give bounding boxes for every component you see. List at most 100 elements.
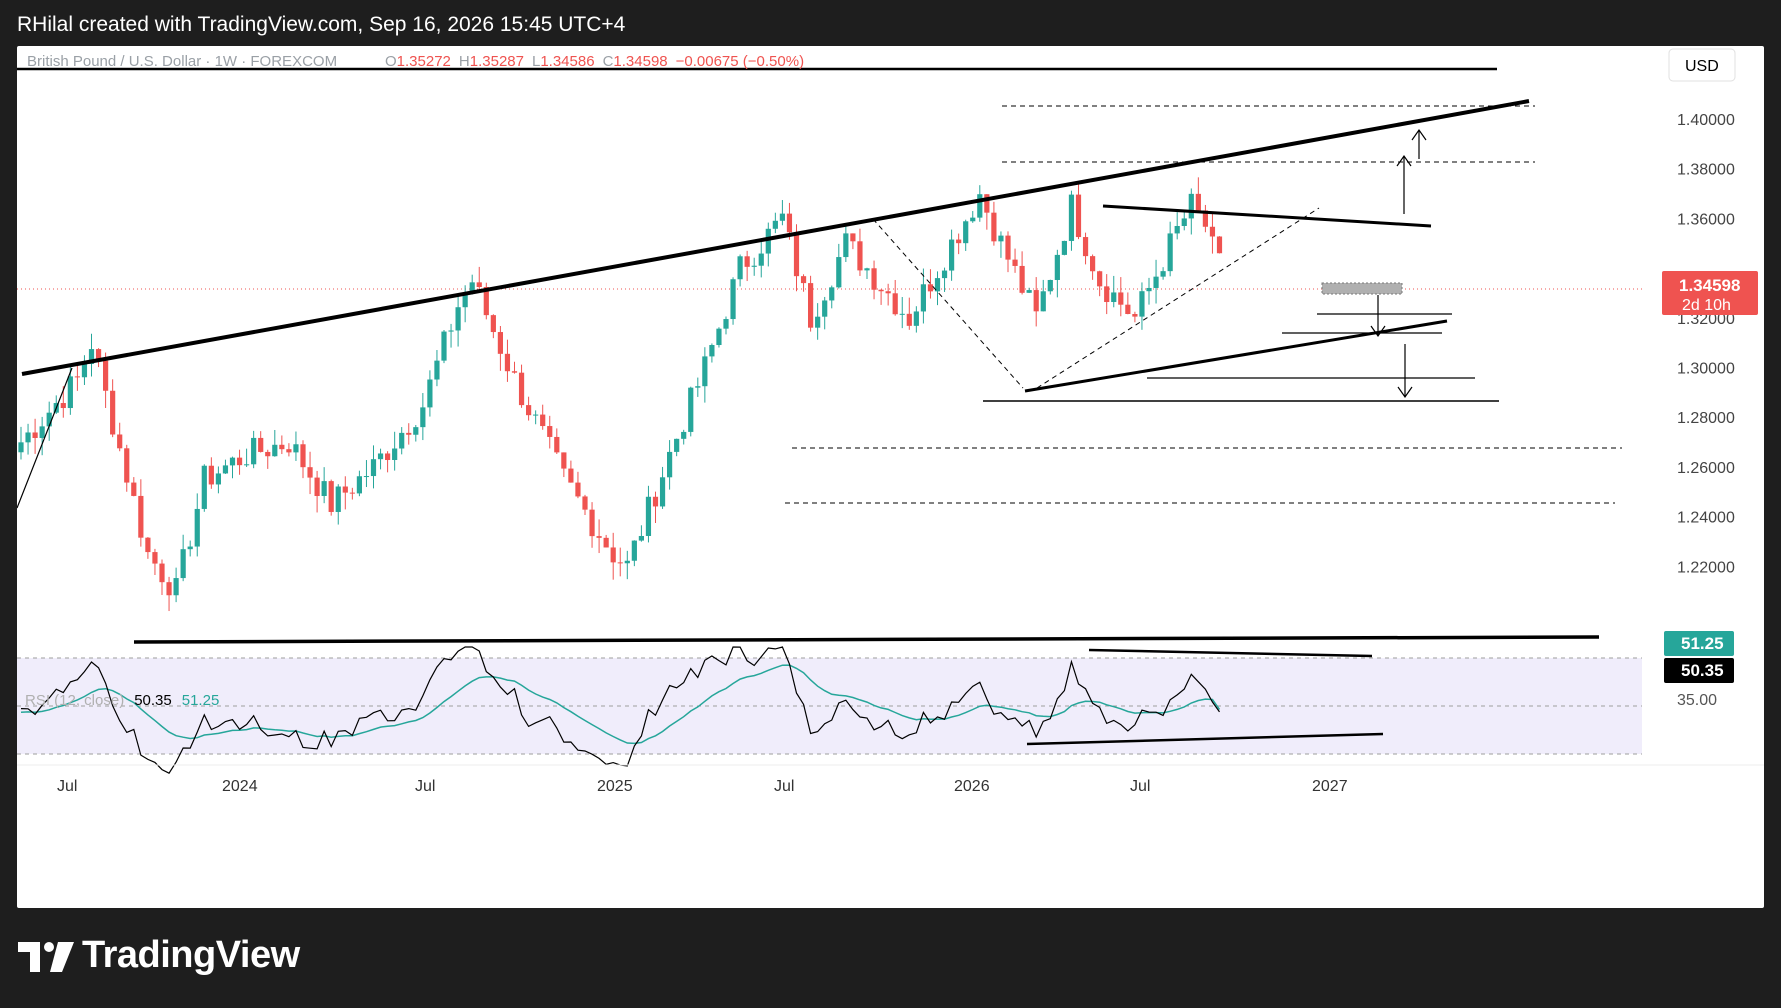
candle-body [490,315,496,333]
candle-body [899,313,905,315]
candle-body [751,265,757,267]
candle-body [1125,304,1131,315]
candle-body [25,432,31,443]
candle-body [279,444,285,450]
rsi-upper-line[interactable] [1088,648,1373,658]
candle-body [1082,237,1089,257]
candle-body [469,282,475,294]
candle-body [462,293,468,308]
candle-body [1209,226,1216,237]
time-tick-label: 2026 [954,778,990,795]
currency-button[interactable] [1668,48,1736,82]
drawings[interactable] [17,67,1622,746]
left-thin-diagonal[interactable] [17,367,73,509]
candle-body [392,448,398,461]
bottom-support-line[interactable] [133,635,1600,644]
candle-body [67,376,73,409]
candle-body [1139,291,1145,317]
rising-trendline[interactable] [21,99,1530,376]
price-tick-label: 1.28000 [1677,410,1735,427]
candle-body [180,549,186,579]
candle-body [1167,233,1173,272]
candle-body [737,256,743,280]
candle-body [117,434,123,449]
legend-close: 1.34598 [613,53,667,70]
candle-body [222,465,229,474]
candle-body [716,328,722,346]
legend-open: 1.35272 [397,53,451,70]
rsi-ma-text: 51.25 [182,692,220,709]
candle-body [963,221,969,244]
candle-body [293,444,299,453]
candle-body [927,284,934,292]
candle-body [913,311,919,326]
candle-body [1188,193,1194,219]
footer-brand-text: TradingView [82,934,300,976]
triangle-upper-line[interactable] [1102,204,1432,228]
candle-body [892,293,898,315]
candle-body [575,482,581,497]
candles [18,177,1223,612]
candle-body [1054,254,1060,280]
rsi-lower-line[interactable] [1026,732,1384,746]
time-axis[interactable]: Jul 2024 Jul 2025 Jul 2026 Jul 2027 [57,778,1348,795]
candle-body [307,467,313,478]
last-candle-body [1216,236,1223,254]
arrow-down-2 [1397,344,1413,399]
candle-body [793,232,800,277]
candle-body [1097,271,1103,287]
legend: British Pound / U.S. Dollar · 1W · FOREX… [25,53,804,709]
candle-body [624,560,630,564]
candle-body [88,349,95,364]
candle-body [765,228,771,254]
legend-close-label: C [603,53,614,70]
candle-body [596,536,602,538]
candle-body [39,426,45,438]
price-chart[interactable]: British Pound / U.S. Dollar · 1W · FOREX… [17,46,1764,908]
candle-body [723,319,729,329]
candle-body [984,194,990,213]
price-tick-label: 1.30000 [1677,361,1735,378]
dashed-diagonal-2 [1036,207,1320,389]
price-tick-label: 1.36000 [1677,211,1735,228]
time-tick-label: Jul [415,778,435,795]
time-tick-label: 2027 [1312,778,1348,795]
time-tick-label: Jul [774,778,794,795]
candle-body [201,465,207,509]
candle-body [187,546,193,550]
candle-body [1202,210,1208,227]
price-axis[interactable]: USD 1.40000 1.38000 1.36000 1.32000 1.30000 1… [1662,48,1758,709]
candle-body [441,331,447,361]
candle-body [427,379,433,408]
time-tick-label: Jul [1130,778,1150,795]
price-tick-label: 1.26000 [1677,460,1735,477]
candle-body [1061,240,1067,255]
candle-body [554,436,560,453]
candle-body [46,412,52,427]
candle-body [1075,194,1082,238]
candle-body [265,451,271,457]
candle-body [702,356,708,387]
price-badge [1662,271,1758,315]
supply-zone-box[interactable] [1321,282,1403,295]
chart-panel[interactable]: British Pound / U.S. Dollar · 1W · FOREX… [17,46,1764,908]
legend-open-label: O [385,53,397,70]
candle-body [744,256,750,267]
candle-body [568,468,574,483]
candle-body [645,496,652,536]
candle-body [251,437,257,465]
candle-body [941,270,948,279]
candle-body [582,496,588,510]
candle-body [145,537,151,553]
triangle-lower-line[interactable] [1024,319,1448,393]
candle-body [448,330,454,332]
price-badge-countdown: 2d 10h [1682,297,1731,314]
candle-body [159,563,165,583]
candle-body [786,213,793,233]
candle-body [272,444,278,457]
candle-body [730,279,736,320]
candle-body [610,547,616,563]
candle-body [885,291,891,294]
candle-body [124,448,130,483]
attribution-text: RHilal created with TradingView.com, Sep… [17,13,626,36]
